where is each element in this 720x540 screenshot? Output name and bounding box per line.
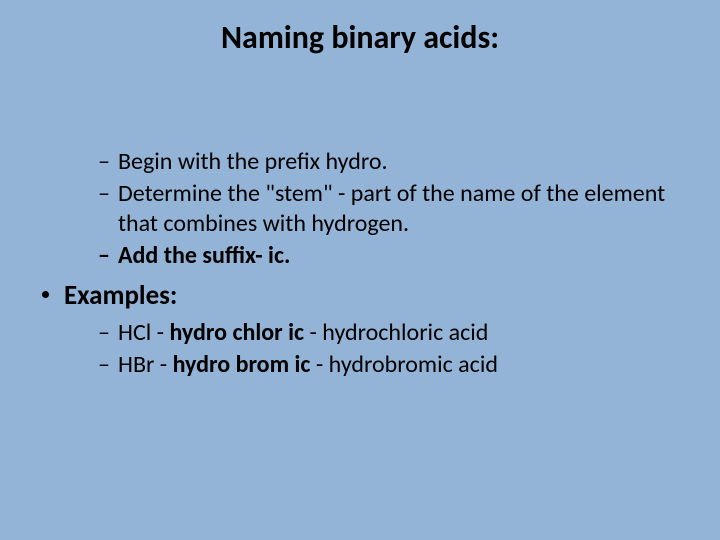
examples-heading: Examples: xyxy=(40,279,680,312)
example-bold: hydro chlor ic xyxy=(169,318,304,347)
dash-icon: – xyxy=(98,147,118,177)
example-tail: - hydrobromic acid xyxy=(310,350,497,379)
rules-list: –Begin with the prefix hydro. –Determine… xyxy=(40,147,680,271)
dash-icon: – xyxy=(98,350,118,380)
rule-text: Determine the "stem" - part of the name … xyxy=(118,179,665,238)
dash-icon: – xyxy=(98,318,118,348)
list-item: –Begin with the prefix hydro. xyxy=(40,147,680,177)
example-bold: hydro brom ic xyxy=(173,350,311,379)
slide: Naming binary acids: –Begin with the pre… xyxy=(0,0,720,540)
rule-text: Add the suffix- ic. xyxy=(118,241,290,270)
dash-icon: – xyxy=(98,179,118,209)
slide-title: Naming binary acids: xyxy=(40,18,680,57)
examples-list: –HCl - hydro chlor ic - hydrochloric aci… xyxy=(40,318,680,380)
examples-label: Examples: xyxy=(64,279,177,312)
list-item: –Add the suffix- ic. xyxy=(40,241,680,271)
dash-icon: – xyxy=(98,241,118,271)
example-lead: HCl - xyxy=(118,318,169,347)
bullet-icon xyxy=(42,291,49,298)
list-item: –Determine the "stem" - part of the name… xyxy=(40,179,680,239)
list-item: –HCl - hydro chlor ic - hydrochloric aci… xyxy=(40,318,680,348)
list-item: –HBr - hydro brom ic - hydrobromic acid xyxy=(40,350,680,380)
example-tail: - hydrochloric acid xyxy=(304,318,488,347)
example-lead: HBr - xyxy=(118,350,173,379)
rule-text: Begin with the prefix hydro. xyxy=(118,147,388,176)
